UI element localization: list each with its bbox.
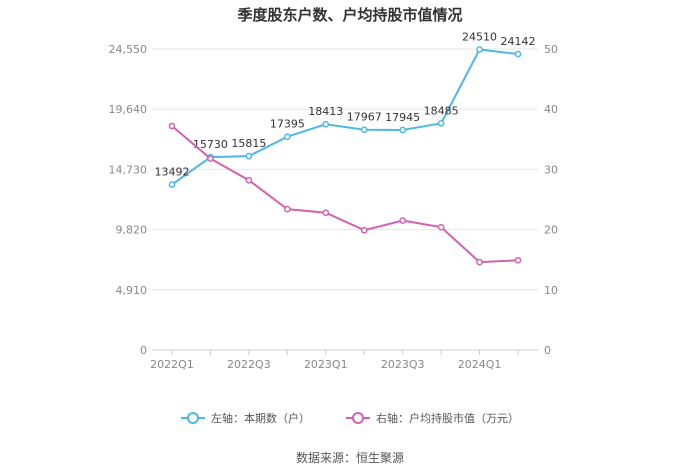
series-0-data-label-3: 17395 — [270, 118, 305, 131]
y-left-tick-2: 9,820 — [116, 224, 148, 237]
y-left-tick-3: 14,730 — [109, 163, 148, 176]
series-line-1 — [171, 125, 519, 264]
legend-swatch-avg-holding-value — [346, 412, 370, 424]
series-0-data-label-5: 17967 — [347, 111, 382, 124]
x-tick-label-4: 2023Q1 — [304, 358, 348, 371]
series-1-point-2 — [245, 176, 253, 184]
series-0-point-2 — [245, 152, 253, 160]
series-1-point-7 — [437, 223, 445, 231]
series-0-point-4 — [322, 120, 330, 128]
legend-label-avg-holding-value: 右轴：户均持股市值（万元） — [376, 412, 519, 425]
y-right-tick-2: 20 — [544, 224, 558, 237]
series-0-point-0 — [168, 181, 176, 188]
legend-item-households[interactable]: 左轴：本期数（户） — [181, 410, 310, 426]
series-0-data-label-4: 18413 — [308, 105, 343, 118]
series-0-data-label-7: 18485 — [424, 104, 459, 117]
chart-title: 季度股东户数、户均持股市值情况 — [237, 6, 463, 24]
series-0-point-3 — [283, 133, 291, 141]
y-left-tick-5: 24,550 — [109, 43, 148, 56]
y-left-tick-1: 4,910 — [116, 284, 148, 297]
legend-swatch-households — [181, 412, 205, 424]
series-0-point-9 — [514, 50, 522, 58]
series-1-point-9 — [514, 256, 522, 264]
x-tick-label-0: 2022Q1 — [150, 358, 194, 371]
series-0-data-label-2: 15815 — [231, 137, 266, 150]
legend-label-households: 左轴：本期数（户） — [211, 412, 310, 425]
legend-item-avg-holding-value[interactable]: 右轴：户均持股市值（万元） — [346, 410, 519, 426]
series-1-point-8 — [476, 258, 483, 266]
series-0-data-label-8: 24510 — [462, 30, 497, 43]
y-right-tick-1: 10 — [544, 284, 558, 297]
y-left-tick-4: 19,640 — [109, 103, 148, 116]
series-0-data-label-9: 24142 — [501, 35, 536, 48]
series-1-point-4 — [322, 209, 330, 217]
series-0-point-8 — [476, 46, 483, 53]
y-right-tick-0: 0 — [544, 344, 551, 357]
y-right-tick-4: 40 — [544, 103, 558, 116]
series-0-point-5 — [360, 126, 368, 134]
series-0-point-7 — [437, 120, 445, 127]
y-right-tick-5: 50 — [544, 43, 558, 56]
series-0-data-label-1: 15730 — [193, 138, 228, 151]
series-0-data-label-6: 17945 — [385, 111, 420, 124]
series-line-0 — [171, 48, 519, 186]
series-1-point-0 — [168, 122, 176, 130]
x-tick-label-2: 2022Q3 — [227, 358, 271, 371]
series-1-point-6 — [399, 217, 407, 224]
series-1-point-5 — [360, 226, 368, 234]
y-right-tick-3: 30 — [544, 163, 558, 176]
series-1-point-1 — [207, 155, 214, 162]
source-note: 数据来源：恒生聚源 — [295, 451, 404, 465]
series-0-point-6 — [399, 126, 407, 134]
legend: 左轴：本期数（户） 右轴：户均持股市值（万元） — [0, 410, 700, 426]
x-tick-label-6: 2023Q3 — [381, 358, 425, 371]
series-0-data-label-0: 13492 — [155, 166, 190, 179]
y-left-tick-0: 0 — [140, 344, 147, 357]
series-1-point-3 — [283, 205, 291, 213]
x-tick-label-8: 2024Q1 — [458, 358, 502, 371]
